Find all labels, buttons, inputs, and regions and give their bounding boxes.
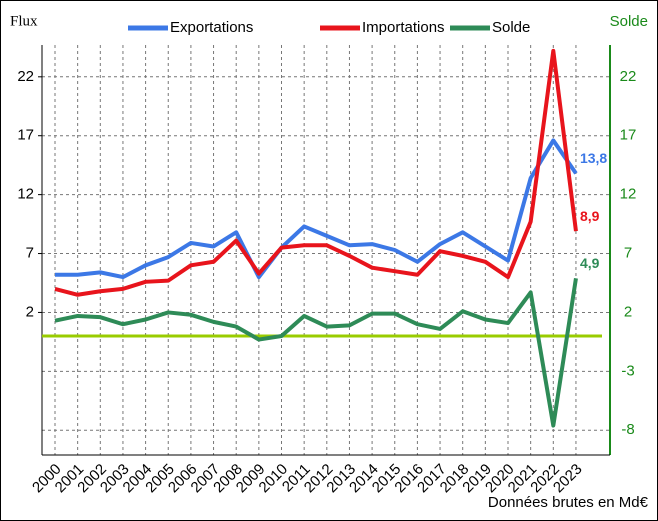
legend-label: Solde xyxy=(492,19,530,36)
y-axis-title: Flux xyxy=(10,13,38,29)
value-label: 13,8 xyxy=(580,150,607,166)
value-label: 8,9 xyxy=(580,208,600,224)
y2-tick-label: 12 xyxy=(620,186,637,203)
y2-axis-title: Solde xyxy=(610,13,648,30)
y-tick-label: 2 xyxy=(26,303,34,320)
legend-label: Exportations xyxy=(170,19,253,36)
y2-tick-label: 2 xyxy=(624,303,632,320)
y-tick-label: 7 xyxy=(26,245,34,262)
y-tick-label: 12 xyxy=(17,186,34,203)
y2-tick-label: 7 xyxy=(624,245,632,262)
series-line xyxy=(55,138,578,280)
y2-tick-label: 17 xyxy=(620,127,637,144)
legend-label: Importations xyxy=(362,19,445,36)
series-line xyxy=(54,277,578,428)
y-tick-label: 22 xyxy=(17,68,34,85)
series-line xyxy=(54,48,578,297)
y2-tick-label: -3 xyxy=(621,362,634,379)
y2-tick-label: 22 xyxy=(620,68,637,85)
note: Données brutes en Md€ xyxy=(488,494,649,511)
y2-tick-label: -8 xyxy=(621,421,634,438)
y-tick-label: 17 xyxy=(17,127,34,144)
value-label: 4,9 xyxy=(580,255,600,271)
